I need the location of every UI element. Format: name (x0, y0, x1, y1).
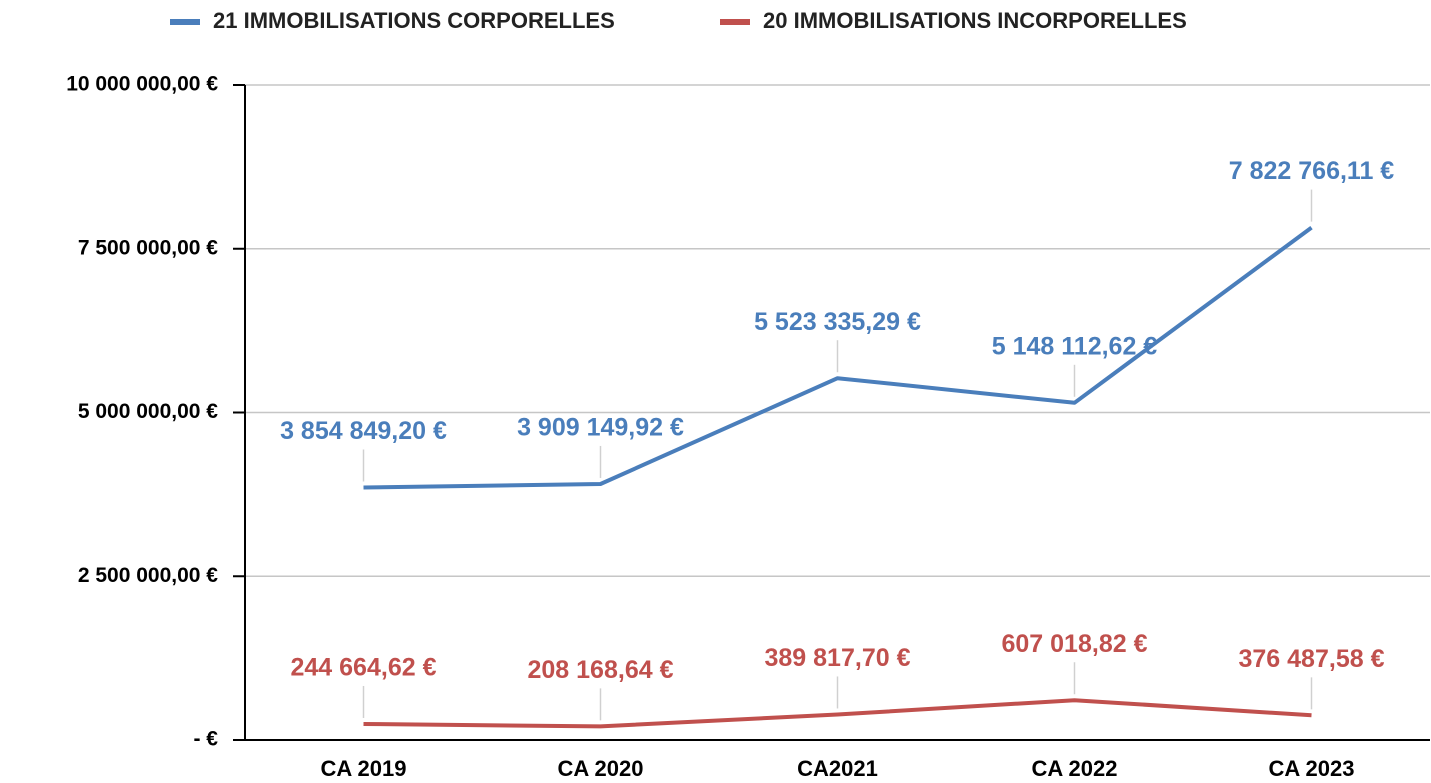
data-label: 7 822 766,11 € (1229, 157, 1395, 185)
data-label: 3 909 149,92 € (517, 414, 684, 442)
data-label: 389 817,70 € (765, 644, 911, 672)
data-label: 244 664,62 € (291, 654, 437, 682)
data-label: 208 168,64 € (528, 656, 674, 684)
data-label: 607 018,82 € (1002, 630, 1148, 658)
y-tick-label: 2 500 000,00 € (78, 564, 218, 587)
y-tick-label: 7 500 000,00 € (78, 236, 218, 259)
x-tick-label: CA 2023 (1268, 756, 1354, 781)
x-tick-label: CA 2020 (557, 756, 643, 781)
legend-label: 21 IMMOBILISATIONS CORPORELLES (213, 8, 615, 33)
data-label: 5 523 335,29 € (754, 308, 921, 336)
series-line (363, 225, 1313, 490)
y-tick-label: - € (193, 728, 218, 751)
data-label: 376 487,58 € (1239, 645, 1385, 673)
data-label: 5 148 112,62 € (992, 332, 1158, 360)
series-line (363, 698, 1312, 729)
y-tick-label: 10 000 000,00 € (66, 73, 218, 96)
legend-label: 20 IMMOBILISATIONS INCORPORELLES (763, 8, 1187, 33)
x-tick-label: CA2021 (797, 756, 878, 781)
x-tick-label: CA 2019 (320, 756, 406, 781)
data-label: 3 854 849,20 € (280, 417, 447, 445)
x-tick-label: CA 2022 (1031, 756, 1117, 781)
y-tick-label: 5 000 000,00 € (78, 400, 218, 423)
